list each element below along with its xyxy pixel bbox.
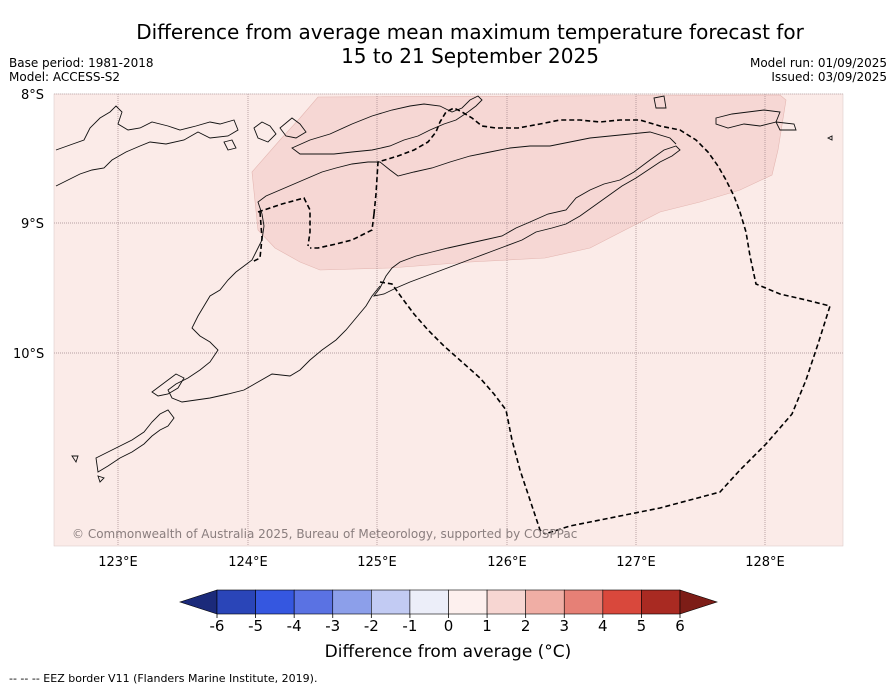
colorbar-segment bbox=[641, 589, 681, 615]
colorbar-tick-label: 3 bbox=[559, 617, 569, 635]
lon-label-128e: 128°E bbox=[745, 555, 785, 570]
coastlines bbox=[55, 95, 833, 483]
lon-label-123e: 123°E bbox=[98, 555, 138, 570]
colorbar-tick-label: -4 bbox=[287, 617, 302, 635]
lat-label-9s: 9°S bbox=[21, 217, 44, 232]
colorbar-segment bbox=[216, 589, 256, 615]
lon-label-127e: 127°E bbox=[616, 555, 656, 570]
chart-title: Difference from average mean maximum tem… bbox=[0, 20, 896, 68]
colorbar-extend-low bbox=[179, 589, 218, 615]
colorbar-segment bbox=[409, 589, 449, 615]
footer-note: -- -- -- EEZ border V11 (Flanders Marine… bbox=[9, 672, 318, 685]
anomaly-region bbox=[251, 94, 787, 271]
colorbar-segment bbox=[486, 589, 526, 615]
map-frame bbox=[53, 93, 844, 547]
colorbar-segment bbox=[563, 589, 604, 615]
map-figure: 8°S 9°S 10°S 123°E 124°E 125°E 126°E 127… bbox=[13, 88, 844, 635]
colorbar-tick-label: 0 bbox=[444, 617, 454, 635]
colorbar-tick-label: -6 bbox=[210, 617, 225, 635]
colorbar-segment bbox=[448, 589, 488, 615]
colorbar-tick-label: 6 bbox=[675, 617, 685, 635]
model-name: Model: ACCESS-S2 bbox=[9, 70, 121, 84]
colorbar-tick-label: -5 bbox=[248, 617, 263, 635]
eez-borders bbox=[251, 107, 832, 535]
title-line-1: Difference from average mean maximum tem… bbox=[136, 20, 804, 44]
meta-left: Base period: 1981-2018 Model: ACCESS-S2 bbox=[9, 56, 154, 84]
lon-label-126e: 126°E bbox=[487, 555, 527, 570]
meta-right: Model run: 01/09/2025 Issued: 03/09/2025 bbox=[750, 56, 887, 84]
base-period: Base period: 1981-2018 bbox=[9, 56, 154, 70]
colorbar-segment bbox=[255, 589, 295, 615]
colorbar-extend-high bbox=[679, 589, 718, 615]
colorbar-segment bbox=[525, 589, 565, 615]
title-line-2: 15 to 21 September 2025 bbox=[341, 44, 599, 68]
colorbar-segment bbox=[371, 589, 411, 615]
lon-label-124e: 124°E bbox=[228, 555, 268, 570]
copyright-note: © Commonwealth of Australia 2025, Bureau… bbox=[72, 527, 577, 541]
colorbar-tick-label: 1 bbox=[482, 617, 492, 635]
colorbar-tick-label: -3 bbox=[325, 617, 340, 635]
colorbar-segment bbox=[332, 589, 372, 615]
colorbar-label: Difference from average (°C) bbox=[324, 642, 572, 662]
lon-label-125e: 125°E bbox=[357, 555, 397, 570]
colorbar-tick-label: -2 bbox=[364, 617, 379, 635]
lat-label-10s: 10°S bbox=[13, 347, 44, 362]
colorbar-tick-label: 5 bbox=[637, 617, 647, 635]
issued-date: Issued: 03/09/2025 bbox=[771, 70, 887, 84]
lat-label-8s: 8°S bbox=[21, 88, 44, 103]
colorbar-segment bbox=[293, 589, 334, 615]
model-run: Model run: 01/09/2025 bbox=[749, 56, 887, 70]
colorbar-tick-label: 4 bbox=[598, 617, 608, 635]
colorbar-segment bbox=[602, 589, 642, 615]
colorbar-tick-label: 2 bbox=[521, 617, 531, 635]
colorbar-tick-label: -1 bbox=[402, 617, 417, 635]
colorbar: -6 -5 -4 -3 -2 -1 0 1 2 3 4 5 6 bbox=[179, 589, 718, 635]
